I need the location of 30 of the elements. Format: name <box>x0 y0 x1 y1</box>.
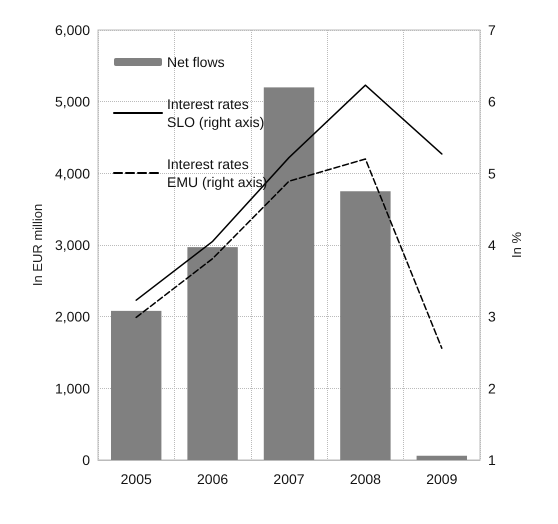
bar <box>187 247 238 460</box>
x-tick-label: 2006 <box>197 471 228 487</box>
y-tick-label: 0 <box>82 452 90 468</box>
y-tick-label: 2,000 <box>54 308 90 325</box>
line-series <box>135 84 443 301</box>
bar <box>110 310 162 460</box>
y-axis-title: In EUR million <box>30 204 46 286</box>
bar <box>416 456 468 460</box>
legend-label: Interest rates SLO (right axis) <box>167 96 264 130</box>
y2-axis-title: In % <box>509 232 524 258</box>
y2-tick-label: 4 <box>488 237 496 253</box>
y2-tick-label: 7 <box>488 22 496 38</box>
y-tick-label: 4,000 <box>54 165 90 182</box>
legend-label: Net flows <box>167 54 225 70</box>
x-tick-label: 2007 <box>273 471 305 487</box>
y-tick-label: 1,000 <box>54 380 90 396</box>
y2-tick-label: 2 <box>488 380 496 396</box>
x-tick-label: 2008 <box>350 471 382 487</box>
x-tick-label: 2009 <box>426 471 458 487</box>
y-tick-label: 5,000 <box>54 94 90 110</box>
y2-tick-label: 3 <box>488 308 496 325</box>
bar <box>340 191 391 460</box>
line-series <box>135 158 443 349</box>
x-tick-label: 2005 <box>120 471 152 487</box>
y2-tick-label: 5 <box>488 165 496 182</box>
y-tick-label: 6,000 <box>54 22 90 38</box>
y2-tick-label: 6 <box>488 94 496 110</box>
y2-tick-label: 1 <box>488 452 496 468</box>
legend-label: Interest rates EMU (right axis) <box>167 156 268 190</box>
y-tick-label: 3,000 <box>54 237 90 253</box>
